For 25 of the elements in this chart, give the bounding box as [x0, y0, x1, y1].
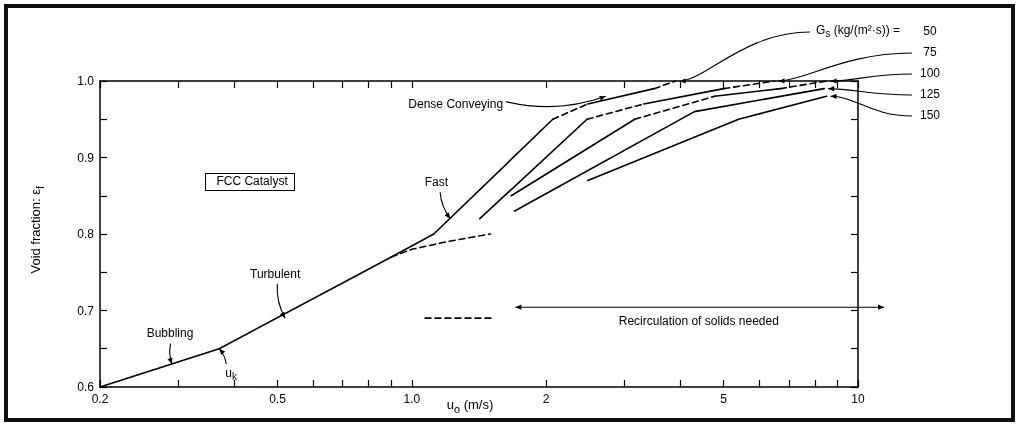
- annotation: Recirculation of solids needed: [618, 313, 779, 328]
- annotation: u$_{k}$: [225, 366, 238, 383]
- x-tick-label: 1.0: [403, 392, 421, 406]
- y-tick-label: 0.8: [77, 227, 95, 241]
- y-tick-label: 0.9: [77, 150, 95, 165]
- text: 100: [919, 66, 941, 81]
- x-tick-label: 0.2: [91, 392, 109, 406]
- annotation: FCC Catalyst: [205, 173, 295, 191]
- annotation: Dense Conveying: [408, 96, 504, 111]
- x-axis-title: u$_{o}$ (m/s): [446, 397, 494, 416]
- annotation: Fast: [424, 175, 449, 190]
- x-tick-label: 5: [720, 392, 728, 406]
- x-tick-label: 10: [851, 392, 865, 406]
- x-tick-label: 0.5: [269, 392, 287, 406]
- text: 50: [923, 24, 937, 39]
- legend-title: G$_{s}$ (kg/(m²·s)) =: [816, 23, 900, 40]
- annotation: Bubbling: [146, 326, 194, 341]
- text: 150: [919, 108, 941, 123]
- x-tick-label: 2: [542, 392, 550, 406]
- text: 75: [923, 45, 937, 60]
- y-tick-label: 1.0: [77, 74, 95, 88]
- text: 125: [919, 87, 941, 102]
- annotation: Turbulent: [250, 266, 301, 281]
- y-tick-label: 0.6: [77, 380, 95, 394]
- y-tick-label: 0.7: [77, 303, 95, 318]
